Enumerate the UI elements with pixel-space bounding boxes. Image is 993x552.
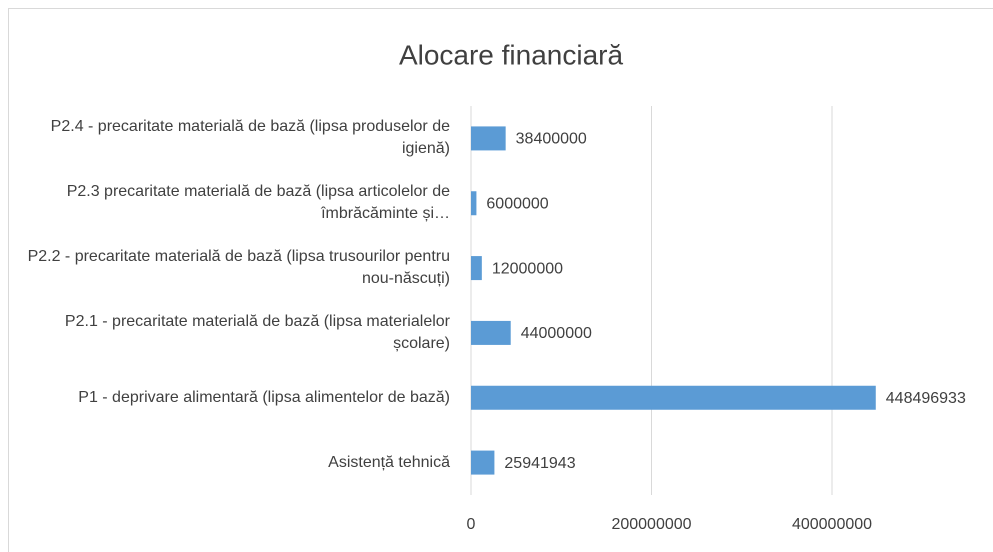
category-label: P2.2 - precaritate materială de bază (li…: [27, 248, 450, 288]
value-label: 25941943: [504, 455, 575, 472]
category-label: Asistență tehnică: [328, 453, 450, 471]
x-tick-label: 0: [467, 516, 476, 533]
category-label: P2.4 - precaritate materială de bază (li…: [50, 118, 450, 158]
chart-border: [8, 8, 993, 552]
category-label: P1 - deprivare alimentară (lipsa aliment…: [78, 388, 450, 406]
value-label: 448496933: [886, 390, 966, 407]
chart-title: Alocare financiară: [399, 39, 624, 70]
category-label: P2.3 precaritate materială de bază (lips…: [66, 183, 450, 223]
value-label: 44000000: [521, 325, 592, 342]
bar: [471, 320, 511, 345]
bar: [471, 256, 482, 281]
bar: [471, 126, 506, 151]
value-label: 6000000: [486, 195, 548, 212]
category-label: P2.1 - precaritate materială de bază (li…: [64, 312, 450, 352]
bar: [471, 450, 495, 475]
x-tick-label: 200000000: [611, 516, 691, 533]
value-label: 12000000: [492, 260, 563, 277]
value-label: 38400000: [516, 131, 587, 148]
bar: [471, 385, 876, 410]
bar: [471, 191, 477, 216]
x-tick-label: 400000000: [792, 516, 872, 533]
